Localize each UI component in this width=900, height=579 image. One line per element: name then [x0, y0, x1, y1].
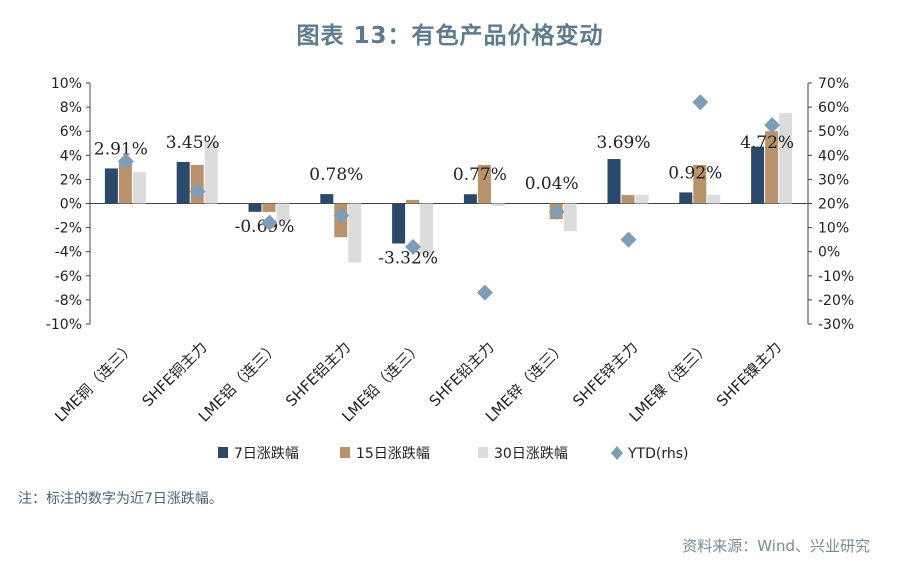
legend-swatch	[611, 446, 623, 460]
right-tick-label: 40%	[818, 148, 849, 164]
category-label: SHFE铅主力	[426, 338, 498, 410]
bar-30d	[779, 113, 793, 204]
ytd-marker	[189, 183, 206, 200]
legend-label: 7日涨跌幅	[234, 446, 299, 462]
data-label-7d: 0.92%	[668, 163, 722, 183]
legend-label: YTD(rhs)	[627, 446, 688, 462]
left-tick-label: 4%	[60, 148, 82, 164]
legend-swatch	[478, 447, 488, 458]
bar-30d	[132, 172, 146, 204]
chart-title: 图表 13：有色产品价格变动	[296, 23, 604, 49]
data-label-7d: 2.91%	[94, 139, 148, 159]
category-label: SHFE铝主力	[282, 338, 354, 410]
bar-7d	[535, 203, 549, 204]
right-tick-label: -20%	[818, 293, 854, 309]
bar-15d	[262, 203, 276, 212]
ytd-marker	[620, 231, 637, 248]
legend-swatch	[340, 447, 350, 458]
data-label-7d: 0.78%	[309, 165, 363, 185]
legend-swatch	[218, 447, 228, 458]
ytd-marker	[117, 153, 134, 170]
data-label-7d: 3.69%	[596, 133, 650, 153]
bar-15d	[118, 161, 132, 204]
left-tick-label: 8%	[60, 100, 82, 116]
bar-7d	[463, 194, 477, 204]
ytd-marker	[261, 214, 278, 231]
ytd-marker	[692, 94, 709, 111]
category-label: LME铜（连三）	[51, 338, 139, 426]
bar-7d	[607, 159, 621, 204]
bar-30d	[491, 203, 505, 206]
bar-30d	[635, 195, 649, 204]
bar-30d	[348, 203, 362, 263]
bar-7d	[176, 161, 190, 204]
bar-15d	[621, 195, 635, 204]
data-label-7d: 0.04%	[525, 174, 579, 194]
bar-7d	[751, 146, 765, 204]
bar-30d	[276, 203, 290, 222]
bar-7d	[104, 168, 118, 204]
ytd-marker	[548, 203, 565, 220]
left-tick-label: -10%	[46, 317, 82, 333]
bar-15d	[693, 164, 707, 204]
category-label: SHFE铜主力	[138, 338, 210, 410]
right-tick-label: 10%	[818, 221, 849, 237]
left-tick-label: -4%	[55, 245, 82, 261]
right-tick-label: -30%	[818, 317, 854, 333]
ytd-marker	[405, 238, 422, 255]
data-label-7d: -3.32%	[378, 249, 438, 269]
ytd-marker	[764, 117, 781, 134]
right-tick-label: -10%	[818, 269, 854, 285]
right-tick-label: 30%	[818, 172, 849, 188]
left-tick-label: -2%	[55, 221, 82, 237]
category-label: SHFE锌主力	[569, 338, 641, 410]
bar-15d	[477, 164, 491, 204]
data-label-7d: 3.45%	[166, 133, 220, 153]
bar-15d	[406, 199, 420, 204]
bar-7d	[392, 203, 406, 244]
right-tick-label: 50%	[818, 124, 849, 140]
legend-label: 30日涨跌幅	[494, 446, 568, 462]
bar-7d	[248, 203, 262, 212]
left-tick-label: 2%	[60, 172, 82, 188]
ytd-marker	[476, 284, 493, 301]
ytd-marker	[333, 207, 350, 224]
chart-svg: -10% -8% -6% -4% -2% 0% 2% 4% 6% 8% 10% -30% -20% -10…	[46, 76, 854, 462]
data-label-7d: 4.72%	[740, 133, 794, 153]
bar-15d	[765, 131, 779, 204]
left-tick-label: -8%	[55, 293, 82, 309]
bar-7d	[679, 192, 693, 204]
right-tick-label: 0%	[818, 245, 840, 261]
left-tick-label: 6%	[60, 124, 82, 140]
data-label-7d: 0.77%	[453, 165, 507, 185]
bar-30d	[420, 203, 434, 255]
category-label: SHFE镍主力	[713, 338, 785, 410]
right-tick-label: 20%	[818, 197, 849, 213]
chart-note: 注：标注的数字为近7日涨跌幅。	[18, 491, 223, 507]
data-label-7d: -0.69%	[235, 217, 295, 237]
bar-7d	[320, 194, 334, 204]
bar-30d	[707, 195, 721, 204]
bar-30d	[204, 142, 218, 204]
left-tick-label: -6%	[55, 269, 82, 285]
bar-30d	[563, 203, 577, 232]
right-tick-label: 70%	[818, 76, 849, 92]
source-credit: 资料来源：Wind、兴业研究	[682, 537, 870, 555]
legend-label: 15日涨跌幅	[356, 446, 430, 462]
left-tick-label: 10%	[51, 76, 82, 92]
right-tick-label: 60%	[818, 100, 849, 116]
left-tick-label: 0%	[60, 197, 82, 213]
